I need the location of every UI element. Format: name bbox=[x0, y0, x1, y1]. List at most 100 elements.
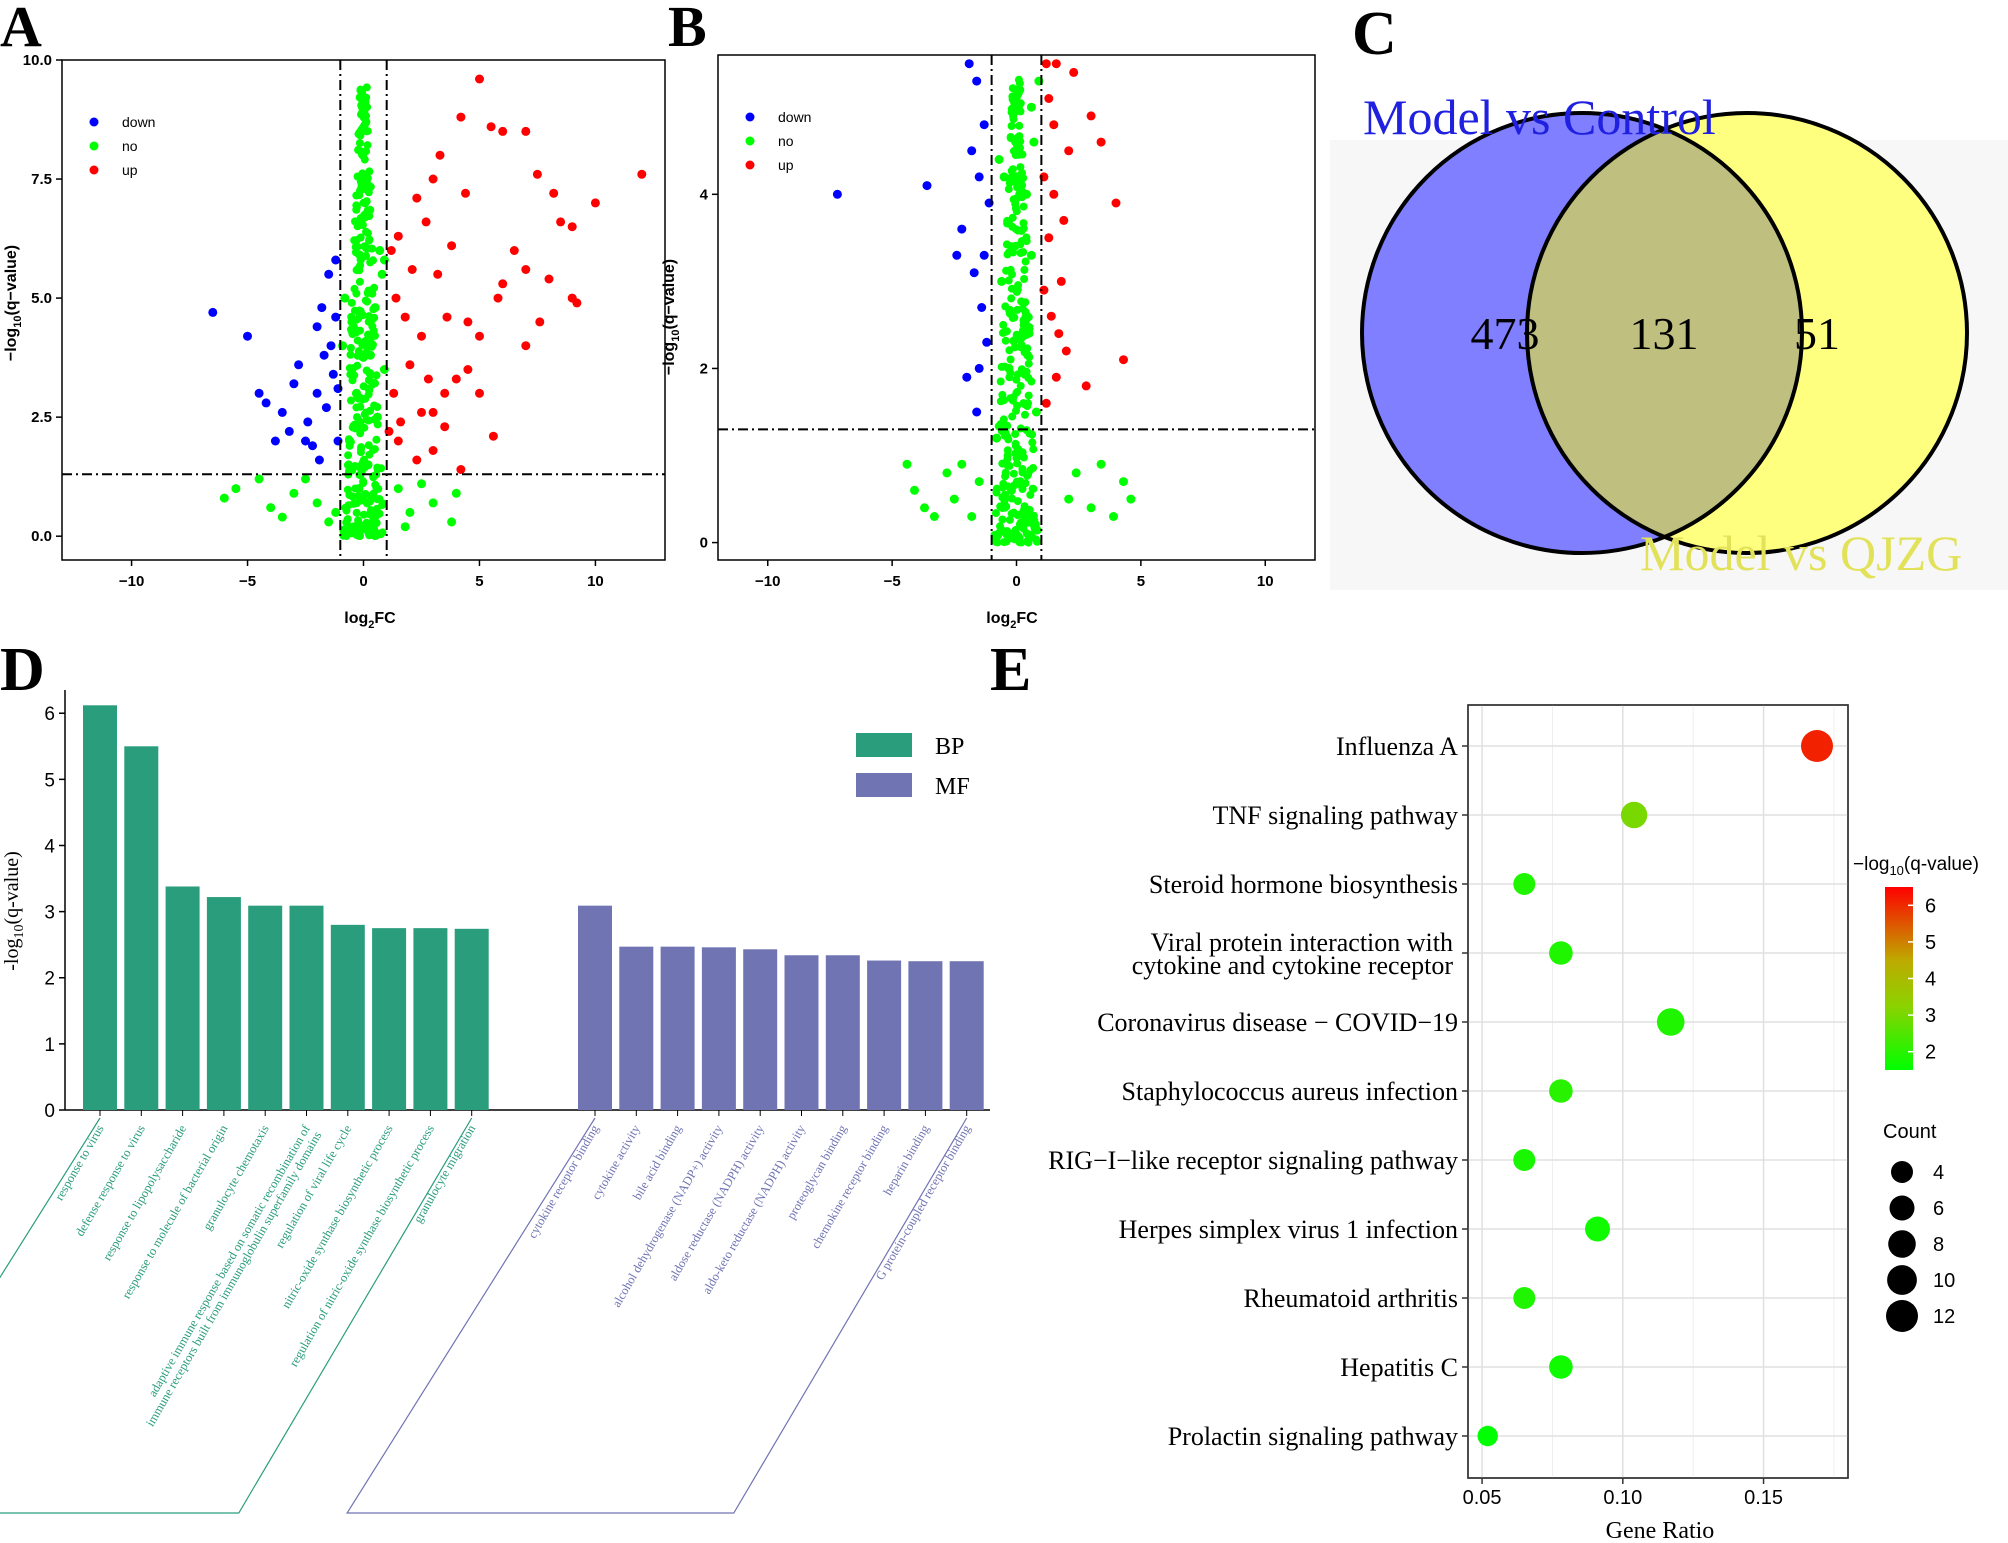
point-no bbox=[372, 371, 381, 380]
point-down bbox=[974, 172, 984, 182]
point-no bbox=[331, 507, 341, 517]
point-no bbox=[358, 103, 366, 112]
colorbar-tick-label: 6 bbox=[1925, 895, 1936, 917]
point-up bbox=[532, 169, 542, 179]
point-no bbox=[1016, 381, 1025, 390]
point-down bbox=[243, 331, 252, 341]
point-down bbox=[312, 322, 322, 332]
point-up bbox=[544, 274, 554, 284]
point-no bbox=[355, 266, 364, 275]
point-no bbox=[340, 293, 350, 303]
point-down bbox=[331, 255, 341, 265]
bar-BP bbox=[206, 897, 241, 1110]
point-no bbox=[1007, 294, 1016, 303]
point-no bbox=[359, 525, 368, 534]
point-no bbox=[354, 416, 363, 425]
bubble bbox=[1801, 730, 1833, 762]
point-no bbox=[1003, 219, 1012, 228]
bubble bbox=[1513, 873, 1536, 895]
point-up bbox=[1056, 276, 1066, 286]
point-no bbox=[350, 306, 359, 315]
point-up bbox=[1049, 189, 1059, 199]
point-no bbox=[356, 496, 365, 505]
point-no bbox=[367, 342, 376, 351]
x-tick-label: −10 bbox=[755, 573, 780, 590]
point-no bbox=[1019, 219, 1028, 228]
y-tick-label: 10.0 bbox=[23, 52, 52, 69]
point-no bbox=[1011, 138, 1020, 146]
colorbar-tick-label: 3 bbox=[1925, 1005, 1936, 1027]
point-no bbox=[910, 485, 919, 495]
point-no bbox=[1119, 477, 1128, 487]
point-down bbox=[317, 303, 327, 313]
point-no bbox=[992, 433, 1002, 443]
point-up bbox=[1049, 120, 1059, 130]
point-down bbox=[261, 398, 271, 408]
y-tick-label: 2 bbox=[44, 969, 55, 990]
y-tick-label: 3 bbox=[44, 903, 55, 924]
point-up bbox=[1064, 146, 1074, 156]
pathway-label: Prolactin signaling pathway bbox=[1168, 1422, 1458, 1451]
point-down bbox=[972, 76, 982, 86]
x-tick-label: 10 bbox=[1257, 573, 1274, 590]
point-no bbox=[1024, 359, 1033, 368]
point-no bbox=[1008, 84, 1017, 93]
point-no bbox=[353, 336, 362, 345]
point-no bbox=[374, 529, 383, 538]
point-down bbox=[277, 407, 287, 417]
point-down bbox=[964, 59, 974, 69]
point-no bbox=[359, 171, 368, 180]
point-no bbox=[417, 479, 426, 489]
point-down bbox=[319, 350, 329, 360]
point-no bbox=[1019, 320, 1029, 330]
point-no bbox=[1011, 430, 1020, 439]
point-no bbox=[1013, 401, 1022, 410]
point-no bbox=[1016, 343, 1025, 352]
point-up bbox=[1039, 285, 1049, 295]
pathway-label: Influenza A bbox=[1336, 732, 1458, 761]
point-no bbox=[1008, 173, 1017, 182]
point-no bbox=[393, 484, 403, 494]
point-up bbox=[456, 112, 466, 122]
point-no bbox=[1014, 150, 1023, 159]
point-up bbox=[393, 231, 403, 241]
category-bracket-BP bbox=[0, 1117, 473, 1514]
point-no bbox=[372, 435, 381, 444]
y-tick-label: 2 bbox=[700, 360, 708, 377]
point-up bbox=[393, 436, 403, 446]
bar-MF bbox=[743, 949, 778, 1110]
ylabel-b: −log10(q−value) bbox=[661, 259, 682, 375]
point-no bbox=[1024, 512, 1034, 521]
point-no bbox=[999, 320, 1008, 329]
point-no bbox=[1025, 329, 1034, 338]
point-no bbox=[370, 303, 380, 313]
point-no bbox=[354, 462, 363, 471]
point-no bbox=[362, 127, 371, 136]
point-up bbox=[475, 74, 484, 84]
series-no-a bbox=[219, 246, 461, 532]
venn-count-only-a: 473 bbox=[1471, 308, 1540, 359]
kegg-bubble-chart: Gene Ratio −log10(q-value) Count Influen… bbox=[1048, 704, 1979, 1543]
bar-BP bbox=[165, 886, 200, 1110]
point-up bbox=[417, 331, 426, 341]
legend-marker-no bbox=[89, 141, 99, 151]
point-up bbox=[461, 188, 470, 198]
point-up bbox=[412, 193, 422, 203]
point-no bbox=[364, 416, 373, 425]
point-no bbox=[354, 314, 363, 323]
pathway-label: Herpes simplex virus 1 infection bbox=[1119, 1215, 1458, 1244]
point-no bbox=[1012, 388, 1021, 397]
point-no bbox=[346, 344, 355, 352]
x-tick-label: −10 bbox=[119, 573, 144, 590]
point-no bbox=[377, 269, 387, 279]
point-no bbox=[366, 258, 375, 267]
point-no bbox=[1016, 85, 1025, 94]
point-no bbox=[942, 468, 952, 478]
point-no bbox=[1014, 226, 1022, 235]
series-down-a bbox=[208, 255, 343, 465]
size-legend-label: 8 bbox=[1933, 1234, 1944, 1256]
point-no bbox=[1022, 189, 1031, 199]
point-up bbox=[521, 126, 531, 136]
point-no bbox=[1005, 346, 1014, 355]
category-bracket-MF bbox=[346, 1117, 968, 1514]
